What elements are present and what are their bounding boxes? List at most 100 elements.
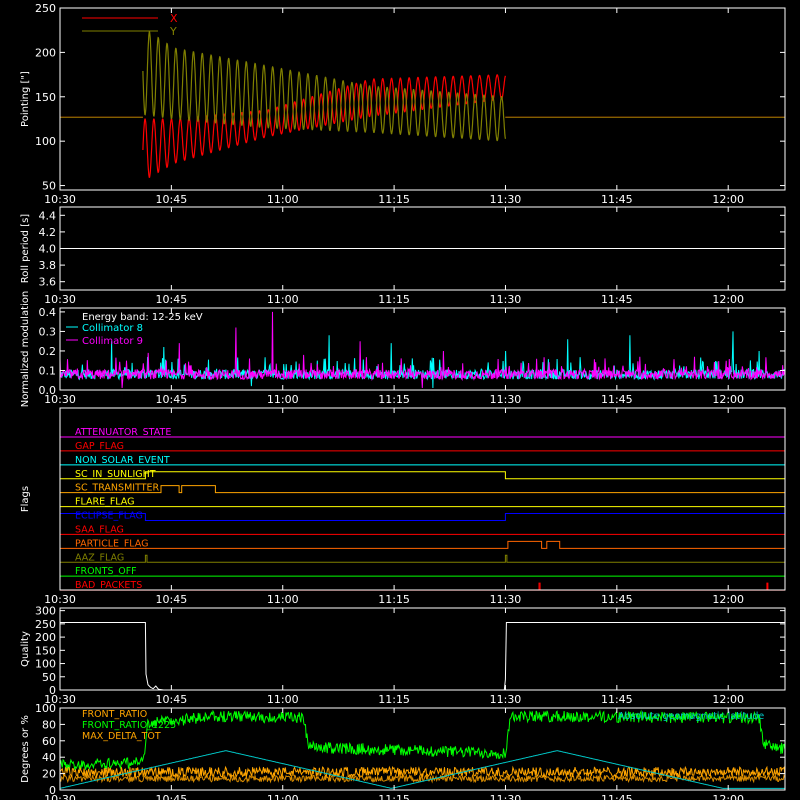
series-oscillation-x xyxy=(142,74,506,179)
x-tick-label: 11:30 xyxy=(490,393,522,406)
y-axis-label: Pointing ["] xyxy=(20,71,31,127)
y-axis-label: Normalized modulation xyxy=(20,291,31,408)
x-tick-label: 11:15 xyxy=(378,593,410,606)
y-tick-label: 40 xyxy=(42,751,56,764)
y-tick-label: 0 xyxy=(49,784,56,797)
x-tick-label: 11:30 xyxy=(490,593,522,606)
x-tick-label: 10:45 xyxy=(156,393,188,406)
x-tick-label: 12:00 xyxy=(712,193,744,206)
y-tick-label: 50 xyxy=(42,180,56,193)
x-tick-label: 11:45 xyxy=(601,693,633,706)
x-tick-label: 10:30 xyxy=(44,593,76,606)
y-tick-label: 150 xyxy=(35,644,56,657)
flag-trace-eclipse-flag xyxy=(59,513,786,521)
flag-label: SAA_FLAG xyxy=(75,524,124,535)
y-tick-label: 150 xyxy=(35,91,56,104)
plot-frame xyxy=(59,407,786,591)
legend-label: Absolute geomagnetic latitude xyxy=(618,711,764,722)
y-tick-label: 4.2 xyxy=(39,226,57,239)
x-tick-label: 11:45 xyxy=(601,393,633,406)
y-tick-label: 0.3 xyxy=(39,325,57,338)
x-tick-label: 11:45 xyxy=(601,593,633,606)
y-tick-label: 0.1 xyxy=(39,364,57,377)
x-tick-label: 12:00 xyxy=(712,393,744,406)
plot-frame xyxy=(59,307,786,391)
series-oscillation-y xyxy=(142,31,506,142)
y-tick-label: 250 xyxy=(35,2,56,15)
y-tick-label: 50 xyxy=(42,671,56,684)
y-axis-label: Flags xyxy=(20,486,31,512)
y-tick-label: 250 xyxy=(35,618,56,631)
flag-label: AAZ_FLAG xyxy=(75,552,124,563)
y-tick-label: 100 xyxy=(35,135,56,148)
flag-trace-sc-transmitter xyxy=(60,485,785,494)
y-tick-label: 60 xyxy=(42,735,56,748)
y-tick-label: 4.0 xyxy=(39,243,57,256)
flag-label: SC_IN_SUNLIGHT xyxy=(75,469,156,480)
x-tick-label: 11:15 xyxy=(378,393,410,406)
x-tick-label: 11:15 xyxy=(378,293,410,306)
x-tick-label: 11:00 xyxy=(267,393,299,406)
legend-label: MAX_DELTA_TOT xyxy=(82,731,161,742)
y-tick-label: 3.8 xyxy=(39,259,57,272)
x-tick-label: 11:45 xyxy=(601,293,633,306)
flag-label: ECLIPSE_FLAG xyxy=(75,511,143,522)
flag-label: BAD_PACKETS xyxy=(75,580,142,591)
flag-label: GAP_FLAG xyxy=(75,441,124,452)
x-tick-label: 11:30 xyxy=(490,793,522,800)
x-tick-label: 11:15 xyxy=(378,693,410,706)
x-tick-label: 10:30 xyxy=(44,793,76,800)
flag-label: FRONTS_OFF xyxy=(75,566,137,577)
flag-label: FLARE_FLAG xyxy=(75,497,135,508)
x-tick-label: 11:30 xyxy=(490,693,522,706)
y-tick-label: 4.4 xyxy=(39,209,57,222)
angles-panel: FRONT_RATIOFRONT_RATIO_1225MAX_DELTA_TOT… xyxy=(20,702,786,800)
x-tick-label: 10:45 xyxy=(156,593,188,606)
flag-trace-aaz-flag xyxy=(60,554,785,563)
pointing-panel: XY 10:30 10:45 11:00 11:15 11:30 11:45 12:00 Poi… xyxy=(20,2,786,206)
x-tick-label: 11:00 xyxy=(267,293,299,306)
flag-label: ATTENUATOR_STATE xyxy=(75,427,171,438)
flag-trace-particle-flag xyxy=(60,540,785,549)
quality-panel: 10:30 10:45 11:00 11:15 11:30 11:45 12:00 Quali… xyxy=(20,605,786,706)
y-tick-label: 200 xyxy=(35,631,56,644)
y-axis-label: Degrees or % xyxy=(20,715,31,783)
legend-label: FRONT_RATIO xyxy=(82,709,147,720)
x-tick-label: 12:00 xyxy=(712,293,744,306)
max-delta-tot-line xyxy=(59,773,786,784)
flag-label: PARTICLE_FLAG xyxy=(75,538,148,549)
y-tick-label: 300 xyxy=(35,605,56,618)
x-tick-label: 10:45 xyxy=(156,693,188,706)
y-tick-label: 100 xyxy=(35,702,56,715)
legend-label: Y xyxy=(169,25,177,38)
x-tick-label: 12:00 xyxy=(712,593,744,606)
flag-label: NON_SOLAR_EVENT xyxy=(75,455,170,466)
geomagnetic-latitude-line xyxy=(59,750,785,789)
y-tick-label: 200 xyxy=(35,46,56,59)
x-tick-label: 11:45 xyxy=(601,793,633,800)
legend-label: Collimator 8 xyxy=(82,323,143,334)
x-tick-label: 11:30 xyxy=(490,293,522,306)
x-tick-label: 11:00 xyxy=(267,593,299,606)
y-tick-label: 0.4 xyxy=(39,306,57,319)
legend-label: X xyxy=(170,12,178,25)
y-tick-label: 0.0 xyxy=(39,384,57,397)
flag-label: SC_TRANSMITTER xyxy=(75,483,160,494)
flag-trace-sc-in-sunlight xyxy=(60,471,785,480)
x-tick-label: 11:15 xyxy=(378,193,410,206)
plot-frame xyxy=(59,7,786,191)
x-tick-label: 12:00 xyxy=(712,693,744,706)
roll-period-panel: 10:30 10:45 11:00 11:15 11:30 11:45 12:00 Roll … xyxy=(20,206,786,306)
y-tick-label: 3.6 xyxy=(39,276,57,289)
energy-band-annotation: Energy band: 12-25 keV xyxy=(82,312,203,323)
y-tick-label: 20 xyxy=(42,768,56,781)
x-tick-label: 10:30 xyxy=(44,193,76,206)
x-tick-label: 10:30 xyxy=(44,293,76,306)
x-tick-label: 10:30 xyxy=(44,393,76,406)
x-tick-label: 10:45 xyxy=(156,193,188,206)
x-tick-label: 10:45 xyxy=(156,793,188,800)
x-tick-label: 11:15 xyxy=(378,793,410,800)
y-axis-label: Quality xyxy=(20,631,31,667)
x-tick-label: 11:00 xyxy=(267,793,299,800)
